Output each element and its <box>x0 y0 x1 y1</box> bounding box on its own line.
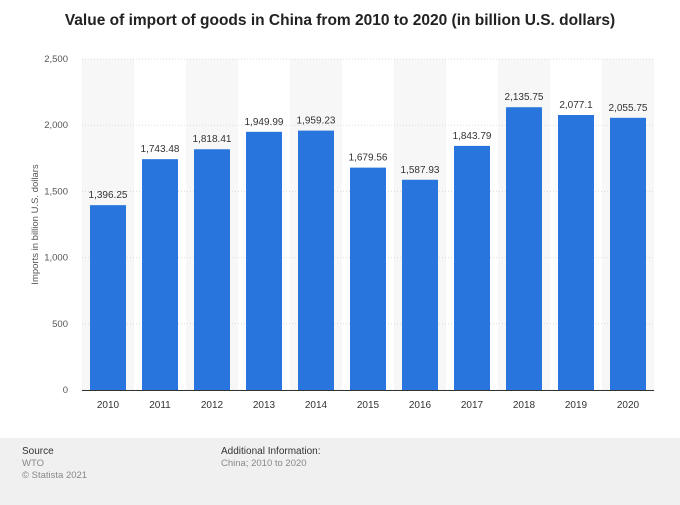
x-tick-label: 2019 <box>565 400 588 411</box>
additional-info-label: Additional Information: <box>221 446 321 457</box>
bar-value-label: 1,396.25 <box>89 190 128 201</box>
bar-value-label: 1,743.48 <box>141 144 180 155</box>
bar-value-label: 2,055.75 <box>609 103 648 114</box>
y-tick-label: 2,000 <box>44 120 68 131</box>
x-tick-label: 2013 <box>253 400 276 411</box>
copyright-text: © Statista 2021 <box>22 470 88 481</box>
bar-chart: 0 500 1,000 1,500 2,000 2,500 Imports in billi… <box>30 54 654 411</box>
x-tick-label: 2017 <box>461 400 484 411</box>
chart-title: Value of import of goods in China from 2… <box>64 12 616 29</box>
bar-2010 <box>90 205 126 390</box>
additional-info-value: China; 2010 to 2020 <box>221 458 307 469</box>
x-tick-label: 2020 <box>617 400 640 411</box>
bar-2018 <box>506 107 542 391</box>
y-axis-title: Imports in billion U.S. dollars <box>30 164 41 285</box>
bar-2012 <box>194 149 230 390</box>
bar-2017 <box>454 145 490 390</box>
source-value[interactable]: WTO <box>22 458 44 469</box>
bar-value-label: 2,135.75 <box>505 92 544 103</box>
y-tick-label: 1,000 <box>44 253 68 264</box>
bar-value-label: 1,949.99 <box>245 117 284 128</box>
y-tick-label: 500 <box>52 319 68 330</box>
x-tick-label: 2014 <box>305 400 328 411</box>
bar-2016 <box>402 179 438 390</box>
bar-2013 <box>246 131 282 390</box>
bar-value-label: 1,843.79 <box>453 131 492 142</box>
bar-2019 <box>558 114 594 391</box>
source-block: Source WTO © Statista 2021 <box>22 446 87 482</box>
y-tick-label: 0 <box>63 385 68 396</box>
bar-value-label: 2,077.1 <box>559 100 593 111</box>
y-tick-label: 1,500 <box>44 186 68 197</box>
bar-2020 <box>610 117 646 391</box>
chart-card: Value of import of goods in China from 2… <box>0 0 680 438</box>
bar-value-label: 1,818.41 <box>193 134 232 145</box>
additional-info-block: Additional Information: China; 2010 to 2… <box>221 446 321 470</box>
y-tick-label: 2,500 <box>44 54 68 65</box>
source-label: Source <box>22 446 54 457</box>
bar-value-label: 1,587.93 <box>401 165 440 176</box>
bar-value-label: 1,959.23 <box>297 116 336 127</box>
bar-2014 <box>298 130 334 390</box>
x-tick-label: 2011 <box>149 400 171 411</box>
x-tick-label: 2010 <box>97 400 120 411</box>
x-tick-label: 2012 <box>201 400 224 411</box>
bar-2011 <box>142 159 178 390</box>
bar-value-label: 1,679.56 <box>349 153 388 164</box>
x-tick-label: 2015 <box>357 400 380 411</box>
bar-2015 <box>350 167 386 390</box>
x-tick-label: 2018 <box>513 400 536 411</box>
x-tick-label: 2016 <box>409 400 432 411</box>
